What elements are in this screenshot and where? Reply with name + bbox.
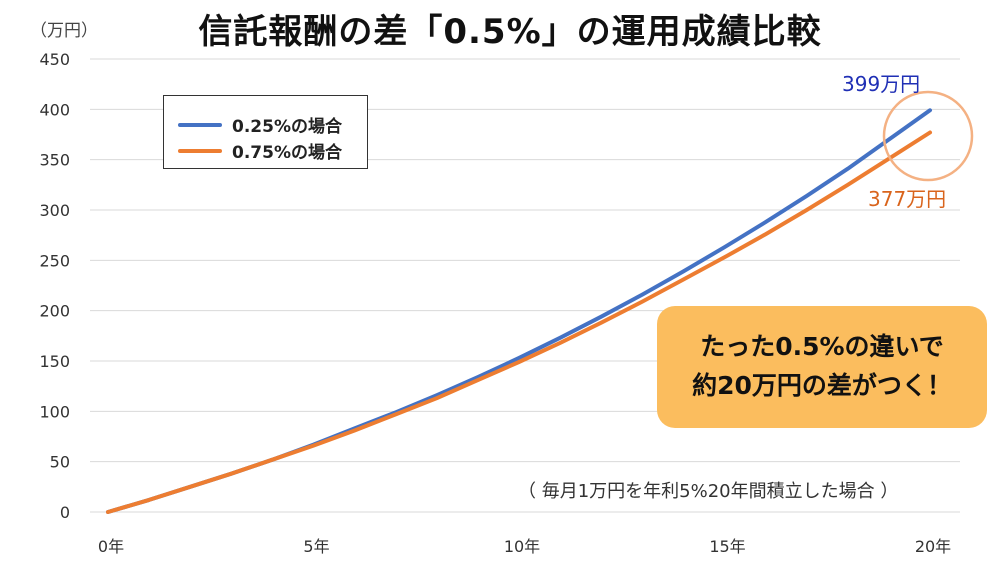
x-tick-label: 0年: [98, 537, 124, 556]
y-tick-label: 200: [39, 302, 70, 321]
y-tick-label: 100: [39, 402, 70, 421]
y-axis-unit: （万円）: [30, 21, 98, 41]
highlight-circle: [882, 90, 974, 182]
x-tick-label: 10年: [504, 537, 540, 556]
x-tick-label: 15年: [709, 537, 745, 556]
chart-grid: [90, 58, 960, 513]
callout-line-1: たった0.5%の違いで: [700, 332, 944, 362]
end-value-label-orange: 377万円: [868, 187, 947, 211]
x-tick-label: 5年: [303, 537, 329, 556]
x-tick-label: 20年: [915, 537, 951, 556]
legend-swatch-orange: [178, 148, 222, 153]
y-tick-label: 400: [39, 100, 70, 119]
y-tick-label: 350: [39, 151, 70, 170]
y-tick-label: 300: [39, 201, 70, 220]
series-line-orange: [106, 130, 932, 514]
y-tick-label: 50: [50, 453, 70, 472]
callout-box: たった0.5%の違いで 約20万円の差がつく！: [657, 306, 987, 428]
y-tick-label: 0: [60, 503, 70, 522]
end-value-label-blue: 399万円: [842, 72, 921, 96]
y-axis-ticks: 0 50 100 150 200 250 300 350 400 450: [39, 50, 70, 522]
chart-title: 信託報酬の差「0.5%」の運用成績比較: [198, 12, 822, 52]
chart-legend: 0.25%の場合 0.75%の場合: [163, 95, 368, 169]
x-axis-ticks: 0年 5年 10年 15年 20年: [98, 537, 951, 556]
y-tick-label: 150: [39, 352, 70, 371]
legend-label: 0.75%の場合: [232, 143, 342, 163]
y-tick-label: 450: [39, 50, 70, 69]
legend-swatch-blue: [178, 122, 222, 127]
legend-item-0-75: 0.75%の場合: [178, 138, 342, 163]
legend-item-0-25: 0.25%の場合: [178, 112, 342, 137]
chart-series: [106, 108, 932, 514]
legend-label: 0.25%の場合: [232, 117, 342, 137]
chart-footnote: （ 毎月1万円を年利5%20年間積立した場合 ）: [518, 481, 899, 502]
callout-line-2: 約20万円の差がつく！: [692, 371, 952, 400]
y-tick-label: 250: [39, 251, 70, 270]
